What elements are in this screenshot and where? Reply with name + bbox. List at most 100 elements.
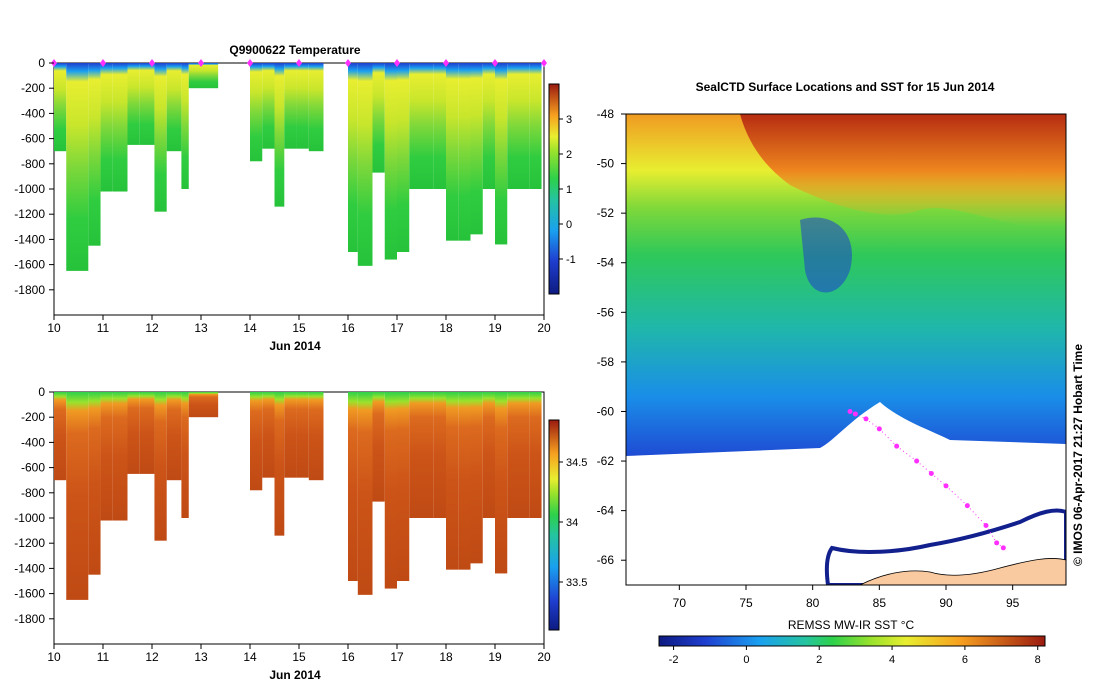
profile-column — [127, 63, 140, 145]
x-tick-label: 10 — [47, 650, 61, 664]
seal-track-segment — [916, 460, 932, 474]
colorbar-tick-label: 1 — [566, 184, 572, 196]
colorbar-tick-label: 33.5 — [566, 577, 587, 589]
profile-column — [519, 392, 530, 518]
y-tick-label: -1800 — [14, 612, 45, 626]
profile-column — [201, 63, 219, 89]
colorbar-tick-label: 34.5 — [566, 457, 587, 469]
profile-column — [357, 63, 373, 266]
y-tick-label: -800 — [21, 157, 45, 171]
profile-column — [470, 63, 483, 235]
profile-column — [397, 63, 410, 252]
seal-position-marker — [914, 458, 920, 464]
profile-column — [112, 392, 128, 521]
sst-colorbar-tick-label: 2 — [816, 654, 822, 666]
sst-colorbar-tick-label: 8 — [1035, 654, 1041, 666]
seal-track-segment — [996, 542, 1004, 549]
profile-column — [154, 392, 167, 541]
profile-column — [357, 392, 373, 595]
x-tick-label: 13 — [194, 321, 208, 335]
profile-column — [154, 63, 167, 212]
profile-marker — [149, 59, 155, 67]
profile-column — [100, 392, 113, 521]
profile-column — [433, 392, 446, 518]
profile-column — [458, 63, 471, 241]
profile-column — [274, 392, 285, 536]
map-y-tick-label: -62 — [597, 454, 615, 468]
salinity-panel: 10 11 12 13 14 15 16 17 18 19 20 0 -200 -400 -600 -800… — [14, 385, 587, 682]
profile-column — [507, 392, 520, 518]
seal-position-marker — [894, 443, 900, 449]
salinity-xlabel: Jun 2014 — [269, 668, 321, 682]
x-tick-label: 14 — [243, 321, 257, 335]
sst-cold-patch — [800, 217, 852, 293]
temperature-profile-markers — [51, 59, 547, 67]
temperature-colorbar — [548, 83, 560, 295]
seal-position-marker — [928, 470, 934, 476]
profile-column — [409, 392, 422, 518]
profile-column — [181, 63, 189, 189]
profile-column — [88, 392, 101, 575]
profile-column — [384, 63, 397, 260]
seal-track-segment — [865, 418, 880, 430]
profile-column — [296, 392, 309, 478]
sst-map-frame — [625, 113, 1067, 586]
temperature-x-axis: 10 11 12 13 14 15 16 17 18 19 20 — [47, 315, 551, 335]
profile-marker — [247, 59, 253, 67]
map-x-tick-label: 95 — [1006, 596, 1020, 610]
y-tick-label: -1000 — [14, 182, 45, 196]
y-tick-label: -200 — [21, 81, 45, 95]
profile-column — [78, 63, 89, 271]
profile-column — [284, 63, 297, 149]
seal-track-segment — [945, 485, 968, 507]
x-tick-label: 20 — [537, 321, 551, 335]
seal-position-marker — [1000, 545, 1006, 551]
profile-column — [188, 63, 201, 89]
x-tick-label: 17 — [390, 650, 404, 664]
x-tick-label: 11 — [97, 650, 110, 664]
y-tick-label: -1600 — [14, 258, 45, 272]
x-tick-label: 16 — [341, 650, 355, 664]
sst-colorbar-tick-label: 6 — [962, 654, 968, 666]
x-tick-label: 18 — [439, 650, 453, 664]
profile-marker — [345, 59, 351, 67]
y-tick-label: -1400 — [14, 561, 45, 575]
profile-column — [458, 392, 471, 570]
x-tick-label: 15 — [292, 650, 306, 664]
temperature-y-axis: 0 -200 -400 -600 -800 -1000 -1200 -1400 -1600 -18… — [14, 56, 54, 297]
temperature-xlabel: Jun 2014 — [269, 339, 321, 353]
sst-colorbar-tick-label: 4 — [889, 654, 895, 666]
temperature-panel: Q9900622 Temperature 10 11 12 13 14 15 16 17 18 1… — [14, 43, 575, 353]
seal-track-segment — [966, 505, 987, 526]
profile-marker — [198, 59, 204, 67]
y-tick-label: 0 — [38, 385, 45, 399]
imos-credit: © IMOS 06-Apr-2017 21:27 Hobart Time — [1071, 344, 1085, 566]
sst-colorbar — [658, 635, 1046, 647]
profile-column — [446, 63, 459, 241]
profile-column — [421, 63, 434, 189]
seal-track-segment — [878, 428, 898, 447]
salinity-profiles — [54, 392, 542, 600]
profile-column — [262, 392, 275, 478]
colorbar-tick-label: 34 — [566, 517, 578, 529]
profile-column — [296, 63, 309, 149]
seal-position-marker — [852, 411, 858, 417]
y-tick-label: -1200 — [14, 536, 45, 550]
x-tick-label: 19 — [488, 650, 502, 664]
profile-column — [482, 392, 495, 518]
sst-colorbar-ticks: -2 0 2 4 6 8 — [669, 646, 1041, 666]
map-y-tick-label: -60 — [597, 404, 615, 418]
profile-column — [139, 63, 155, 145]
x-tick-label: 18 — [439, 321, 453, 335]
x-tick-label: 17 — [390, 321, 404, 335]
seal-track-segment — [896, 445, 917, 462]
y-tick-label: -1200 — [14, 207, 45, 221]
profile-column — [88, 63, 101, 246]
temperature-profiles — [54, 63, 542, 271]
antarctic-land — [859, 558, 1066, 585]
profile-column — [188, 392, 201, 418]
y-tick-label: -400 — [21, 435, 45, 449]
profile-column — [250, 63, 263, 162]
salinity-colorbar — [548, 419, 560, 631]
x-tick-label: 12 — [145, 321, 159, 335]
